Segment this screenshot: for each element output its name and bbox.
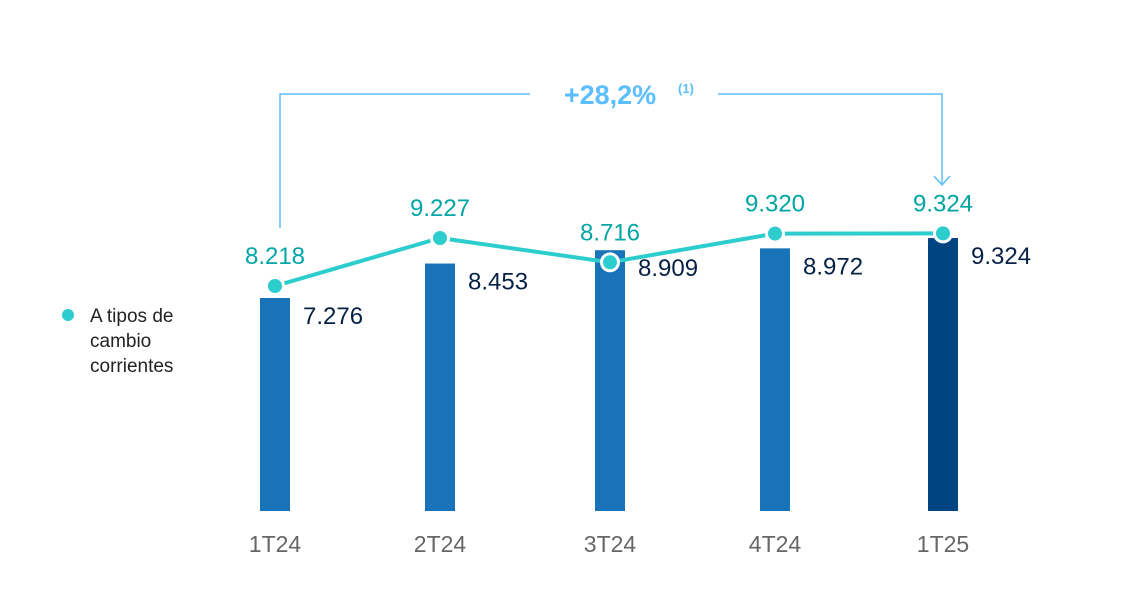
line-value-label: 9.227 — [410, 195, 470, 222]
category-label: 3T24 — [584, 531, 637, 557]
bracket-right — [718, 93, 943, 185]
bar-2T24 — [425, 263, 455, 511]
bar-value-label: 9.324 — [971, 243, 1031, 270]
category-label: 1T25 — [917, 531, 969, 557]
bar-value-label: 8.972 — [803, 253, 863, 280]
line-point — [768, 226, 782, 241]
line-value-label: 8.218 — [245, 243, 305, 270]
bar-1T24 — [260, 298, 290, 511]
bar-1T25 — [928, 238, 958, 511]
bar-value-label: 8.909 — [638, 255, 698, 282]
bar-4T24 — [760, 248, 790, 511]
bracket-left — [279, 93, 530, 228]
line-point — [603, 255, 617, 270]
growth-footnote: (1) — [678, 81, 694, 96]
line-point — [268, 279, 282, 293]
growth-annotation: +28,2% — [564, 80, 656, 110]
category-label: 1T24 — [249, 531, 302, 557]
bar-value-label: 7.276 — [303, 303, 363, 330]
legend-label: A tipos de cambio corrientes — [90, 306, 174, 377]
bracket-arrow-icon — [933, 175, 951, 187]
line-point — [433, 231, 447, 245]
line-value-label: 9.324 — [913, 190, 973, 217]
line-value-label: 9.320 — [745, 191, 805, 218]
category-label: 2T24 — [414, 531, 467, 557]
line-point — [936, 226, 950, 241]
bar-value-label: 8.453 — [468, 269, 528, 296]
bar-3T24 — [595, 250, 625, 512]
legend-marker-icon — [62, 309, 74, 321]
line-value-label: 8.716 — [580, 219, 640, 246]
category-label: 4T24 — [749, 531, 802, 557]
